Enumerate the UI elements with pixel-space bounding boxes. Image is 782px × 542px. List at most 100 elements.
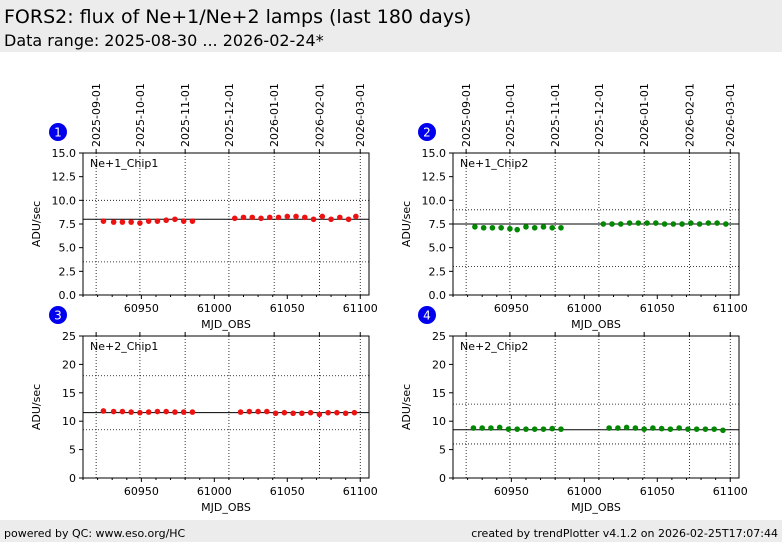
y-tick-label: 5.0 — [429, 242, 447, 255]
data-point — [470, 425, 477, 431]
data-point — [237, 409, 244, 415]
plot-frame — [82, 335, 370, 479]
data-point — [290, 410, 296, 417]
data-point — [558, 426, 564, 432]
panel-label: Ne+1_Chip2 — [460, 157, 528, 170]
data-point — [523, 224, 529, 230]
data-point — [301, 214, 308, 221]
page-subtitle: Data range: 2025-08-30 ... 2026-02-24* — [4, 31, 324, 50]
data-point — [693, 426, 700, 432]
panel-number-label: 3 — [54, 309, 62, 323]
y-tick-label: 10 — [432, 415, 446, 428]
data-point — [272, 410, 279, 417]
page-title: FORS2: flux of Ne+1/Ne+2 lamps (last 180… — [4, 6, 472, 28]
data-point — [163, 408, 169, 415]
data-point — [549, 425, 556, 432]
data-point — [711, 426, 717, 432]
data-point — [180, 409, 187, 415]
panel-label: Ne+1_Chip1 — [90, 157, 158, 170]
data-point — [351, 409, 358, 416]
data-point — [667, 426, 674, 432]
data-point — [641, 426, 647, 432]
footer-bar — [0, 520, 782, 542]
data-point — [489, 224, 496, 231]
y-tick-label: 20 — [432, 358, 446, 371]
y-tick-label: 0 — [69, 472, 76, 485]
x-tick-label: 61050 — [640, 485, 675, 498]
date-tick-label: 2025-09-01 — [90, 83, 103, 147]
data-point — [714, 220, 720, 226]
data-point — [540, 224, 547, 230]
y-tick-label: 10.0 — [422, 194, 447, 207]
y-tick-label: 7.5 — [59, 218, 77, 231]
data-point — [255, 408, 261, 415]
data-point — [549, 224, 556, 231]
data-point — [480, 224, 487, 231]
data-point — [523, 426, 529, 432]
date-tick-label: 2026-03-01 — [354, 83, 367, 147]
x-axis-label: MJD_OBS — [571, 318, 621, 331]
panel-label: Ne+2_Chip2 — [460, 340, 528, 353]
y-tick-label: 25 — [432, 330, 446, 343]
data-point — [154, 218, 161, 224]
x-tick-label: 61000 — [197, 302, 232, 315]
y-tick-label: 2.5 — [429, 265, 447, 278]
data-point — [632, 425, 639, 431]
date-tick-label: 2026-03-01 — [724, 83, 737, 147]
header-bar — [0, 0, 782, 52]
data-point — [307, 409, 314, 416]
data-point — [249, 214, 256, 221]
y-tick-label: 15 — [62, 387, 76, 400]
data-point — [299, 410, 305, 417]
data-point — [154, 408, 161, 415]
data-point — [145, 218, 152, 224]
x-axis-label: MJD_OBS — [571, 501, 621, 514]
x-tick-label: 60950 — [494, 485, 529, 498]
data-point — [325, 409, 331, 416]
x-tick-label: 61050 — [270, 485, 305, 498]
data-point — [514, 226, 521, 233]
data-point — [319, 213, 326, 220]
y-tick-label: 15 — [432, 387, 446, 400]
panel-number-badge — [418, 306, 436, 324]
data-point — [505, 426, 512, 432]
y-axis-label: ADU/sec — [30, 201, 43, 247]
data-point — [316, 411, 323, 418]
data-point — [606, 425, 612, 431]
plot-frame — [452, 335, 740, 479]
data-point — [172, 216, 178, 223]
chart-panel-3: 0 5 10 15 20 25 60950 61000 61050 61100 MJD_OBS ADU… — [30, 306, 378, 514]
data-point — [496, 424, 503, 431]
data-point — [685, 426, 691, 432]
y-tick-label: 0.0 — [429, 289, 447, 302]
chart-panel-4: 0 5 10 15 20 25 60950 61000 61050 61100 MJD_OBS ADU… — [400, 306, 748, 514]
data-point — [488, 425, 494, 431]
x-tick-label: 60950 — [124, 302, 159, 315]
data-point — [189, 218, 196, 224]
data-point — [180, 218, 187, 224]
x-tick-label: 61100 — [713, 302, 748, 315]
panel-number-label: 2 — [423, 126, 431, 140]
data-point — [531, 426, 538, 432]
date-tick-label: 2025-12-01 — [593, 83, 606, 147]
data-point — [653, 220, 659, 226]
data-point — [626, 220, 633, 226]
data-point — [342, 410, 349, 417]
x-tick-label: 60950 — [494, 302, 529, 315]
x-tick-label: 61000 — [567, 485, 602, 498]
data-point — [264, 408, 270, 415]
x-tick-label: 61100 — [713, 485, 748, 498]
y-tick-label: 5.0 — [59, 242, 77, 255]
data-point — [110, 408, 117, 415]
date-tick-label: 2026-01-01 — [268, 83, 281, 147]
chart-panel-2: 2025-09-01 2025-10-01 2025-11-01 2025-12-01… — [400, 83, 748, 331]
panel-label: Ne+2_Chip1 — [90, 340, 158, 353]
date-tick-label: 2026-01-01 — [638, 83, 651, 147]
data-point — [635, 220, 642, 226]
x-tick-label: 61000 — [197, 485, 232, 498]
data-point — [119, 408, 126, 415]
data-point — [670, 221, 677, 227]
date-tick-label: 2025-09-01 — [460, 83, 473, 147]
date-tick-label: 2025-11-01 — [179, 83, 192, 147]
data-point — [600, 221, 607, 227]
